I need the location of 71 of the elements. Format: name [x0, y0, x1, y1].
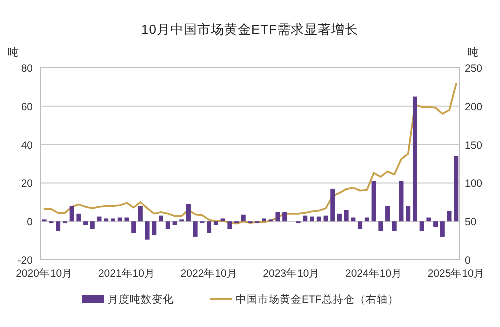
- legend-label: 中国市场黄金ETF总持仓（右轴）: [236, 293, 399, 306]
- y2-tick-label: 50: [465, 216, 477, 229]
- bar: [330, 188, 336, 222]
- y2-tick-label: 100: [465, 178, 483, 190]
- bar: [84, 222, 88, 226]
- bar: [412, 96, 418, 222]
- legend-label: 月度吨数变化: [108, 293, 174, 306]
- bar: [447, 211, 452, 222]
- bar: [207, 222, 212, 234]
- y-tick-label: 40: [21, 140, 34, 152]
- bar: [172, 222, 178, 226]
- bar: [378, 222, 384, 232]
- bar: [406, 206, 411, 222]
- bar: [420, 222, 424, 232]
- y2-tick-label: 150: [465, 140, 483, 152]
- bar: [276, 212, 280, 222]
- bar: [364, 218, 370, 222]
- bar: [56, 222, 61, 232]
- x-tick-label: 2024年10月: [346, 268, 403, 280]
- bar: [228, 222, 232, 230]
- x-tick-label: 2021年10月: [98, 268, 156, 280]
- bar: [310, 216, 314, 222]
- bar: [193, 222, 198, 237]
- bar: [220, 218, 226, 222]
- bar: [124, 218, 130, 222]
- bar: [454, 156, 459, 222]
- x-tick-label: 2022年10月: [180, 268, 238, 280]
- line-series: [44, 83, 458, 225]
- chart-title: 10月中国市场黄金ETF需求显著增长: [141, 22, 359, 37]
- y2-tick-label: 200: [465, 101, 483, 114]
- bar: [186, 204, 191, 222]
- bar: [166, 222, 170, 230]
- bar: [138, 206, 143, 222]
- bar: [344, 210, 349, 222]
- bar: [440, 222, 445, 237]
- bar: [434, 222, 438, 228]
- bar: [241, 214, 246, 222]
- y-axis-title: 吨: [8, 46, 19, 59]
- bar: [159, 216, 164, 222]
- bar: [76, 214, 82, 222]
- bar: [386, 206, 390, 222]
- x-tick-label: 2020年10月: [16, 268, 74, 280]
- x-tick-label: 2023年10月: [263, 268, 320, 280]
- bar: [392, 222, 397, 232]
- bar: [337, 214, 342, 222]
- x-tick-label: 2025年10月: [428, 268, 485, 280]
- y2-tick-label: 0: [465, 255, 471, 267]
- bar: [111, 218, 116, 222]
- bar: [70, 206, 74, 222]
- bar: [262, 218, 266, 222]
- bar: [104, 218, 109, 222]
- bar: [426, 218, 432, 222]
- y-tick-label: 20: [21, 178, 34, 190]
- bar: [152, 222, 157, 236]
- y-tick-label: 60: [21, 101, 34, 114]
- bar: [214, 222, 218, 226]
- bar: [358, 222, 363, 230]
- bar: [145, 222, 150, 240]
- bar: [372, 181, 376, 222]
- y-tick-label: 80: [21, 63, 34, 75]
- bar: [90, 222, 95, 230]
- y-tick-label: 0: [27, 216, 34, 229]
- bar: [282, 212, 288, 222]
- bar: [351, 218, 356, 222]
- y2-axis-title: 吨: [468, 46, 479, 59]
- y-tick-label: -20: [18, 255, 34, 267]
- bar: [303, 216, 308, 222]
- bar: [316, 216, 322, 222]
- bar: [132, 222, 136, 234]
- bar: [118, 218, 122, 222]
- y2-tick-label: 250: [465, 63, 483, 75]
